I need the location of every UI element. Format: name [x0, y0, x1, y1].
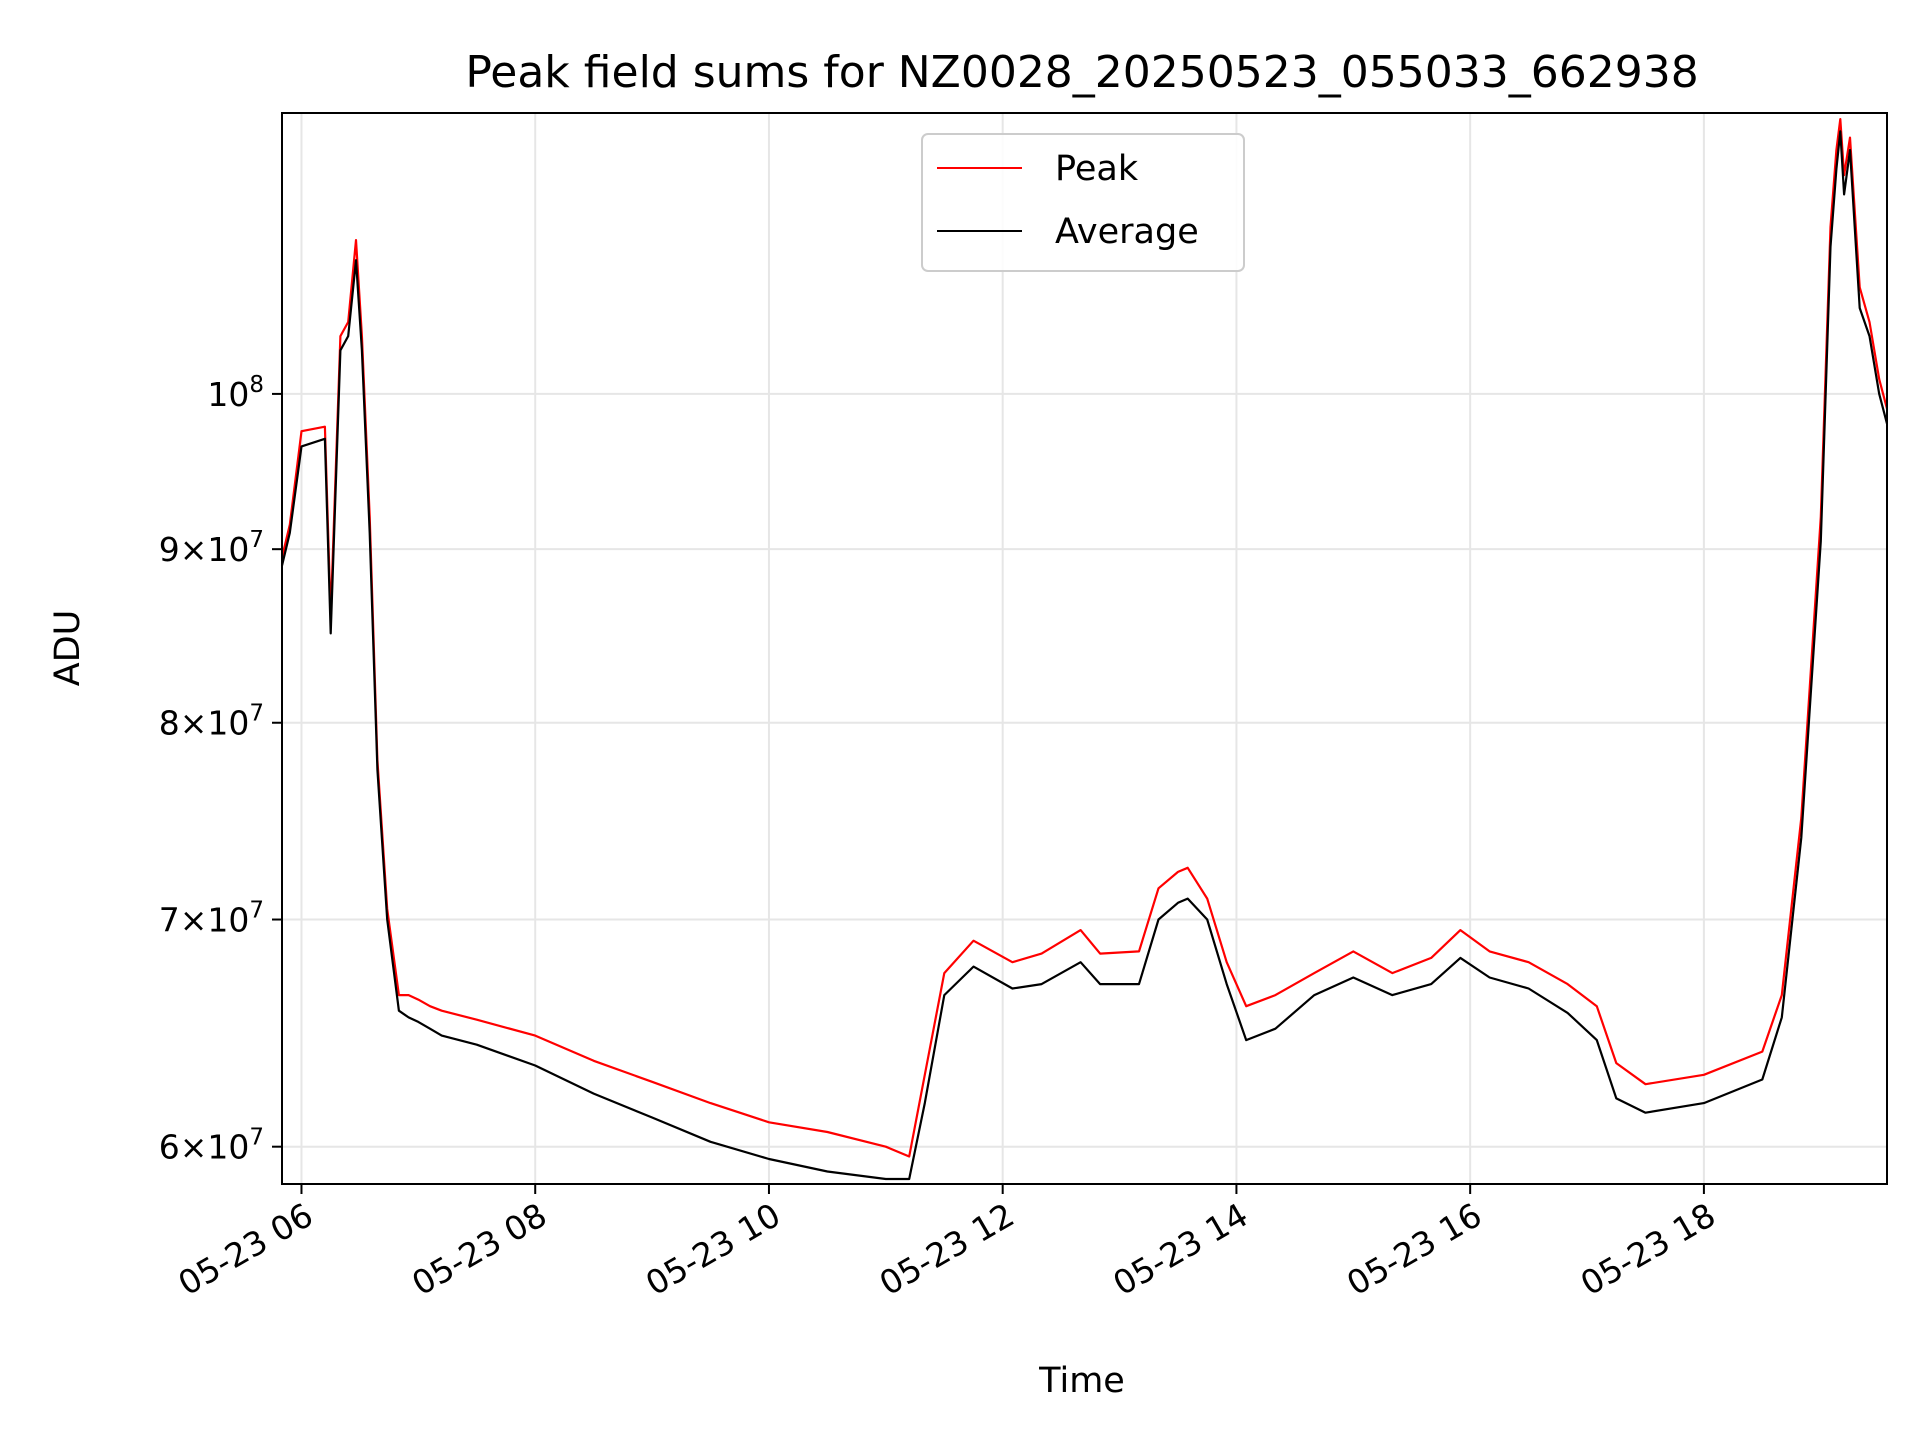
y-axis-ticks: 6×107 7×107 8×107 9×107 108	[159, 372, 282, 1167]
plot-frame	[281, 112, 1888, 1185]
y-tick-label: 108	[207, 372, 264, 414]
y-tick-label: 8×107	[159, 701, 264, 743]
chart-title: Peak field sums for NZ0028_20250523_0550…	[465, 47, 1698, 98]
y-tick-label: 9×107	[159, 527, 264, 569]
series-layer	[280, 117, 1889, 1181]
legend-label-average: Average	[1055, 212, 1199, 252]
y-axis-label: ADU	[48, 610, 88, 687]
y-tick-label: 6×107	[159, 1125, 264, 1167]
legend-label-peak: Peak	[1055, 149, 1139, 189]
legend: Peak Average	[921, 133, 1245, 272]
series-line-average	[280, 130, 1889, 1181]
y-tick-label: 7×107	[159, 898, 264, 940]
x-axis-label: Time	[1038, 1361, 1125, 1401]
grid	[282, 113, 1887, 1184]
